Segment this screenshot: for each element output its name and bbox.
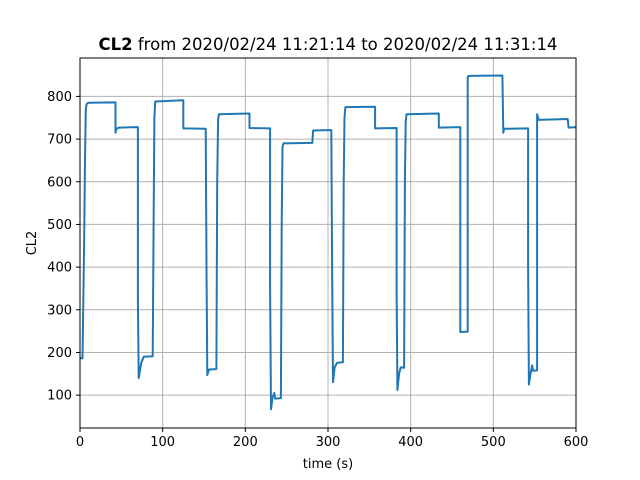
y-tick-label: 800 bbox=[47, 90, 72, 105]
y-tick-label: 700 bbox=[47, 133, 72, 148]
x-tick-label: 400 bbox=[398, 435, 423, 450]
series-layer bbox=[79, 74, 577, 411]
chart-title: CL2 from 2020/02/24 11:21:14 to 2020/02/… bbox=[99, 35, 558, 54]
y-tick-label: 600 bbox=[47, 175, 72, 190]
x-tick-label: 600 bbox=[564, 435, 589, 450]
x-tick-label: 500 bbox=[481, 435, 506, 450]
y-tick-label: 400 bbox=[47, 261, 72, 276]
y-tick-label: 100 bbox=[47, 389, 72, 404]
x-tick-label: 300 bbox=[316, 435, 341, 450]
chart-title-rest: from 2020/02/24 11:21:14 to 2020/02/24 1… bbox=[133, 35, 558, 54]
chart-title-bold: CL2 bbox=[99, 35, 133, 54]
y-tick-label: 300 bbox=[47, 303, 72, 318]
y-tick-label: 500 bbox=[47, 218, 72, 233]
grid bbox=[79, 58, 577, 428]
ticks: 0 100 200 300 400 500 600 100 200 300 400 500 600 700… bbox=[47, 90, 588, 450]
y-axis-label: CL2 bbox=[25, 231, 40, 256]
x-axis-label: time (s) bbox=[303, 457, 353, 472]
x-tick-label: 200 bbox=[233, 435, 258, 450]
x-tick-label: 0 bbox=[76, 435, 84, 450]
y-tick-label: 200 bbox=[47, 346, 72, 361]
x-tick-label: 100 bbox=[150, 435, 175, 450]
cl2-series-line bbox=[79, 74, 577, 411]
